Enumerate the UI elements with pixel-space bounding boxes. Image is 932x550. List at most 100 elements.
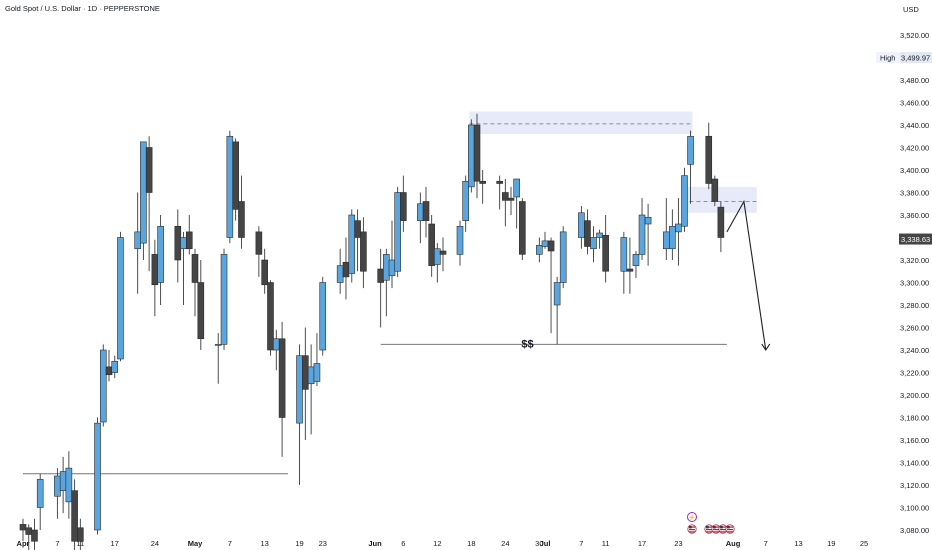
candle-body[interactable] [417,203,424,221]
candle-body[interactable] [354,220,361,238]
candle-body[interactable] [174,225,182,261]
candle-body[interactable] [214,344,222,346]
high-value: 3,499.97 [901,54,930,63]
candle-body[interactable] [394,192,401,272]
candle-body[interactable] [232,141,239,210]
candle-body[interactable] [111,360,119,373]
chart-symbol-title[interactable]: Gold Spot / U.S. Dollar · 1D · PEPPERSTO… [5,4,160,13]
candle-body[interactable] [348,214,356,274]
candle-body[interactable] [185,231,193,250]
candle-body[interactable] [302,355,309,390]
candle-body[interactable] [434,248,441,265]
candle-body[interactable] [638,214,646,255]
candle-body[interactable] [513,178,520,198]
candle-body[interactable] [422,201,430,221]
candle-body[interactable] [578,212,585,238]
candle-body[interactable] [456,225,464,255]
candle-body[interactable] [319,282,327,351]
lightning-event-icon[interactable] [687,512,697,522]
candle-body[interactable] [632,254,640,266]
candle-body[interactable] [462,180,469,221]
candle-body[interactable] [99,349,107,423]
flag-stripe [706,526,712,528]
us-flag-event-icon[interactable] [687,524,697,534]
candle-body[interactable] [313,363,321,382]
candle-body[interactable] [336,265,344,283]
candle-body[interactable] [220,254,228,345]
candle-body[interactable] [180,237,187,250]
candle-body[interactable] [541,240,549,247]
candle-body[interactable] [383,254,390,281]
candle-body[interactable] [502,192,509,201]
candle-body[interactable] [255,231,263,255]
candle-body[interactable] [620,237,628,272]
candle-body[interactable] [145,147,153,193]
candle-body[interactable] [307,366,315,385]
us-flag-event-icon[interactable] [725,524,735,534]
candle-body[interactable] [547,240,555,252]
candle-body[interactable] [473,124,481,182]
candle-body[interactable] [71,490,78,542]
candle-body[interactable] [59,471,67,491]
candle-body[interactable] [65,467,73,503]
candle-body[interactable] [278,338,286,418]
candle-body[interactable] [496,180,503,184]
candle-body[interactable] [191,254,199,283]
candle-body[interactable] [134,231,141,250]
currency-label[interactable]: USD [903,5,919,14]
candle-body[interactable] [681,175,688,227]
candle-body[interactable] [559,231,567,283]
candle-body[interactable] [584,220,591,247]
candle-body[interactable] [400,192,407,221]
candle-body[interactable] [77,527,84,542]
candle-body[interactable] [267,282,274,351]
candle-body[interactable] [553,282,561,306]
candle-body[interactable] [25,527,33,535]
candle-body[interactable] [507,197,515,201]
candle-body[interactable] [157,225,164,283]
candle-body[interactable] [36,479,44,508]
candle-body[interactable] [717,206,725,238]
candle-body[interactable] [626,268,634,272]
candle-body[interactable] [428,223,435,266]
candle-body[interactable] [687,135,694,165]
candle-body[interactable] [596,232,603,238]
candle-body[interactable] [140,141,147,244]
projection-path[interactable] [726,199,767,351]
candle-body[interactable] [94,422,101,531]
candle-body[interactable] [519,201,526,255]
candle-body[interactable] [117,237,124,360]
candle-body[interactable] [342,261,350,278]
candle-body[interactable] [261,259,268,286]
candle-body[interactable] [105,366,113,376]
candle-body[interactable] [439,250,447,255]
candle-body[interactable] [669,225,676,250]
candle-body[interactable] [675,223,682,233]
candle-body[interactable] [388,259,396,277]
last-price-value: 3,338.63 [901,235,930,244]
candle-body[interactable] [54,475,61,497]
candle-body[interactable] [226,135,234,238]
candle-body[interactable] [536,245,543,255]
candle-body[interactable] [711,178,719,202]
candle-body[interactable] [19,524,27,531]
candle-body[interactable] [644,216,652,225]
candle-body[interactable] [360,231,367,272]
lightning-glyph: ⚡ [688,514,695,522]
candle-body[interactable] [590,237,597,250]
candle-body[interactable] [31,529,38,542]
y-tick-label: 3,480.00 [900,76,929,85]
candle-body[interactable] [377,268,384,283]
candle-body[interactable] [479,180,486,184]
candle-body[interactable] [238,201,245,238]
candle-body[interactable] [151,254,159,286]
candle-body[interactable] [197,282,205,340]
candle-body[interactable] [662,231,670,250]
candle-body[interactable] [272,338,280,351]
supply-zone[interactable] [469,111,693,135]
candle-body[interactable] [296,355,303,424]
candle-body[interactable] [468,124,475,188]
candle-body[interactable] [602,234,609,272]
candle-body[interactable] [705,135,713,184]
